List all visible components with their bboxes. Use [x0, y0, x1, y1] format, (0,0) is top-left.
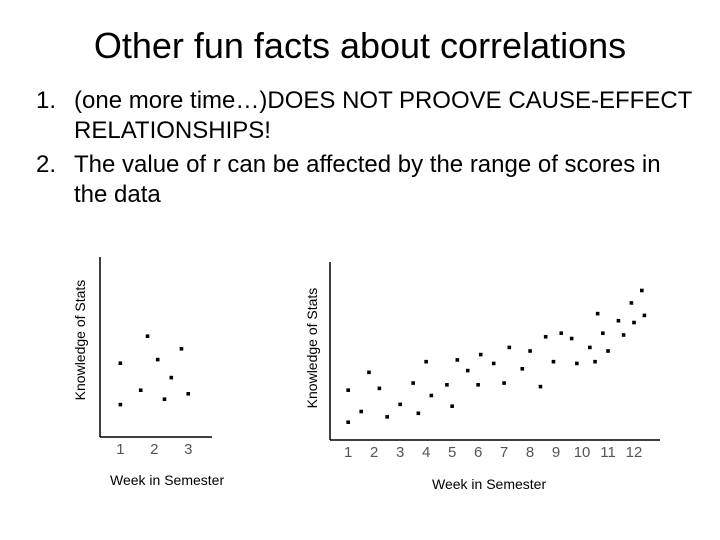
x-tick-label: 4: [422, 444, 430, 461]
data-point: [411, 381, 415, 385]
scatter-chart-narrow-range: 1 2 3: [98, 255, 218, 458]
y-axis-title-right: Knowledge of Stats: [304, 287, 320, 409]
scatter-plot-narrow-range: 1 2 3: [99, 257, 212, 458]
x-tick-label: 1: [116, 441, 124, 455]
scatter-plot-full-range: 1 2 3 4 5 6 7 8 9 10 11 12: [329, 262, 660, 461]
data-point: [593, 359, 597, 364]
bullet-text: (one more time…)DOES NOT PROOVE CAUSE-EF…: [74, 87, 692, 144]
bullet-number: 2.: [36, 151, 57, 178]
data-point: [377, 386, 382, 391]
data-point: [445, 383, 449, 387]
data-point: [575, 361, 579, 366]
data-point: [520, 367, 525, 371]
data-point: [118, 361, 123, 365]
data-point: [606, 349, 610, 353]
data-point: [559, 331, 564, 335]
data-point: [385, 415, 389, 419]
x-axis-title-right: Week in Semester: [432, 476, 547, 492]
data-point: [450, 404, 454, 408]
data-point: [632, 320, 636, 325]
data-point: [491, 361, 496, 366]
data-point: [621, 333, 626, 337]
data-point: [186, 392, 191, 396]
scatter-chart-full-range: 1 2 3 4 5 6 7 8 9 10 11 12: [326, 262, 666, 462]
x-tick-label: 5: [448, 444, 456, 461]
data-point: [179, 347, 184, 351]
data-point: [138, 388, 143, 392]
bullet-item: 1. (one more time…)DOES NOT PROOVE CAUSE…: [36, 86, 696, 146]
data-point: [398, 402, 402, 407]
data-point: [155, 357, 160, 362]
x-tick-label: 7: [500, 444, 508, 461]
data-point: [476, 383, 480, 387]
x-tick-label: 3: [184, 441, 192, 455]
data-point: [465, 368, 470, 373]
x-tick-label: 1: [344, 444, 352, 461]
data-point: [346, 388, 350, 392]
x-tick-label: 6: [474, 444, 482, 461]
data-point: [367, 370, 371, 375]
x-tick-label: 10: [574, 444, 591, 461]
data-point: [416, 411, 421, 416]
bullet-text: The value of r can be affected by the ra…: [74, 151, 661, 208]
data-point: [145, 334, 150, 338]
data-point: [455, 358, 460, 362]
data-point: [569, 336, 574, 341]
data-point: [507, 345, 512, 350]
x-tick-label: 3: [396, 444, 404, 461]
x-tick-label: 2: [370, 444, 378, 461]
data-point: [543, 334, 548, 339]
slide-title: Other fun facts about correlations: [93, 25, 627, 66]
data-point: [162, 397, 167, 401]
x-axis-title-left: Week in Semester: [110, 472, 225, 488]
data-point: [478, 352, 483, 357]
data-point: [346, 420, 350, 424]
data-point: [642, 313, 647, 318]
data-point: [538, 384, 543, 389]
data-point: [424, 359, 428, 364]
data-point: [551, 359, 556, 364]
x-tick-label: 11: [600, 444, 616, 461]
x-tick-label: 8: [526, 444, 534, 461]
data-point: [601, 331, 605, 335]
bullet-item: 2. The value of r can be affected by the…: [36, 150, 696, 210]
data-point: [528, 349, 532, 353]
y-axis-title-left: Knowledge of Stats: [72, 279, 88, 401]
data-point: [640, 288, 644, 293]
x-tick-label: 2: [150, 441, 158, 455]
data-point: [588, 345, 592, 350]
data-point: [169, 375, 174, 380]
data-point: [629, 301, 634, 305]
data-point: [118, 402, 123, 407]
x-tick-label: 9: [552, 444, 560, 461]
data-point: [616, 318, 621, 323]
data-point: [502, 381, 506, 385]
data-point: [359, 409, 363, 414]
bullet-list: 1. (one more time…)DOES NOT PROOVE CAUSE…: [36, 86, 696, 214]
data-point: [595, 311, 600, 316]
x-tick-label: 12: [626, 444, 643, 461]
data-point: [429, 393, 434, 398]
bullet-number: 1.: [36, 87, 57, 114]
